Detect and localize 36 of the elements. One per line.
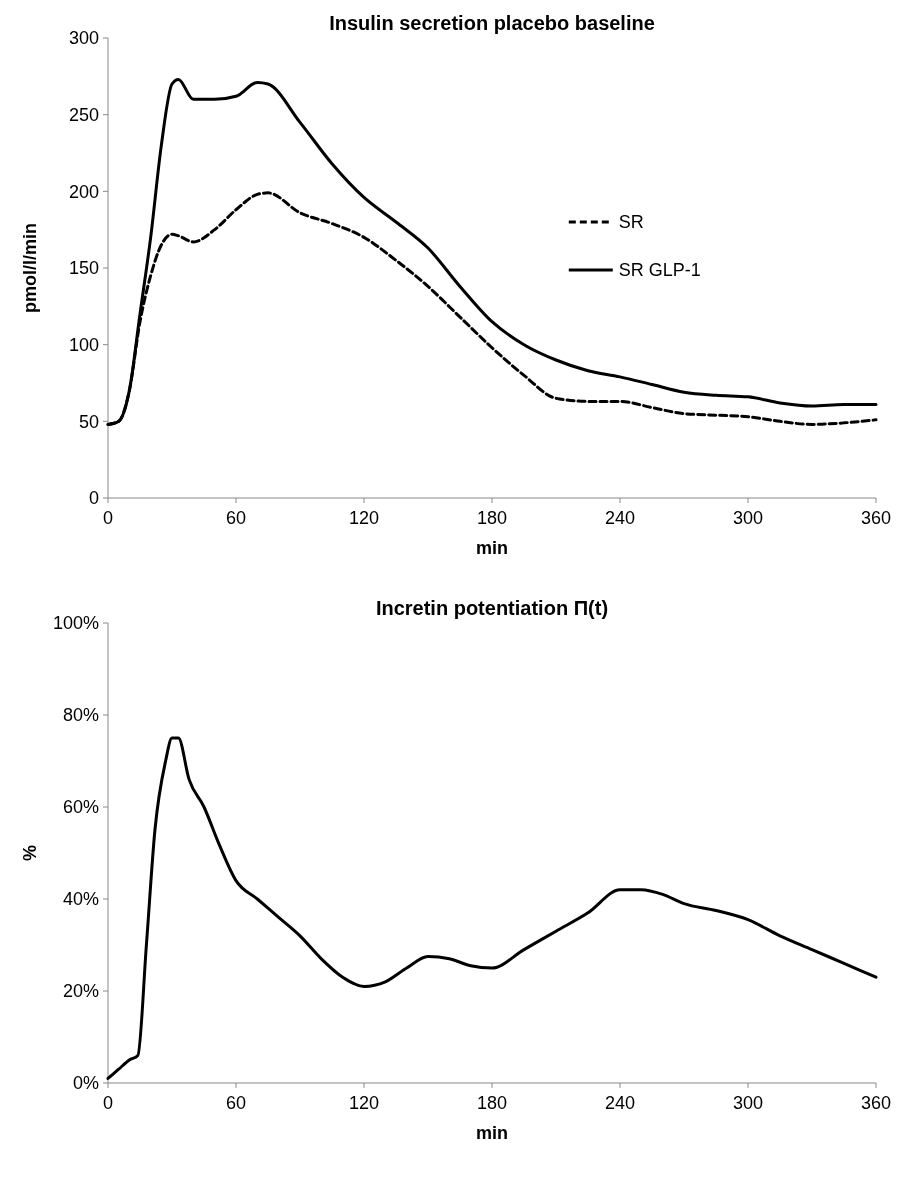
y-tick-label: 100 [68,334,99,355]
y-axis-title: % [20,844,40,862]
x-tick-label: 300 [732,1093,764,1113]
x-tick-label: 240 [604,1093,636,1113]
y-tick-label: 0 [88,488,99,509]
y-tick-label: 250 [68,104,99,125]
y-tick-label: 200 [68,181,99,202]
y-tick-label: 300 [68,28,99,49]
x-tick-label: 180 [476,1093,508,1113]
y-tick-label: 0% [72,1073,99,1094]
legend-label: SR GLP-1 [618,260,701,281]
legend-label: SR [618,212,644,233]
y-tick-label: 20% [62,981,99,1002]
x-tick-label: 120 [348,508,380,528]
y-tick-label: 100% [52,613,99,634]
x-tick-label: 360 [860,1093,892,1113]
x-axis-title: min [475,1123,509,1143]
x-tick-label: 0 [102,508,114,528]
line-series [106,736,878,1080]
y-tick-label: 80% [62,705,99,726]
y-tick-label: 40% [62,889,99,910]
x-tick-label: 180 [476,508,508,528]
chart-title: Insulin secretion placebo baseline [329,12,655,34]
y-tick-label: 50 [78,411,99,432]
x-tick-label: 60 [225,1093,247,1113]
y-tick-label: 150 [68,258,99,279]
x-axis-title: min [475,538,509,558]
x-tick-label: 360 [860,508,892,528]
x-tick-label: 60 [225,508,247,528]
chart-title: Incretin potentiation Π(t) [375,597,609,619]
y-axis-title: pmol/l/min [20,223,40,313]
x-tick-label: 120 [348,1093,380,1113]
x-tick-label: 0 [102,1093,114,1113]
y-tick-label: 60% [62,797,99,818]
x-tick-label: 300 [732,508,764,528]
x-tick-label: 240 [604,508,636,528]
